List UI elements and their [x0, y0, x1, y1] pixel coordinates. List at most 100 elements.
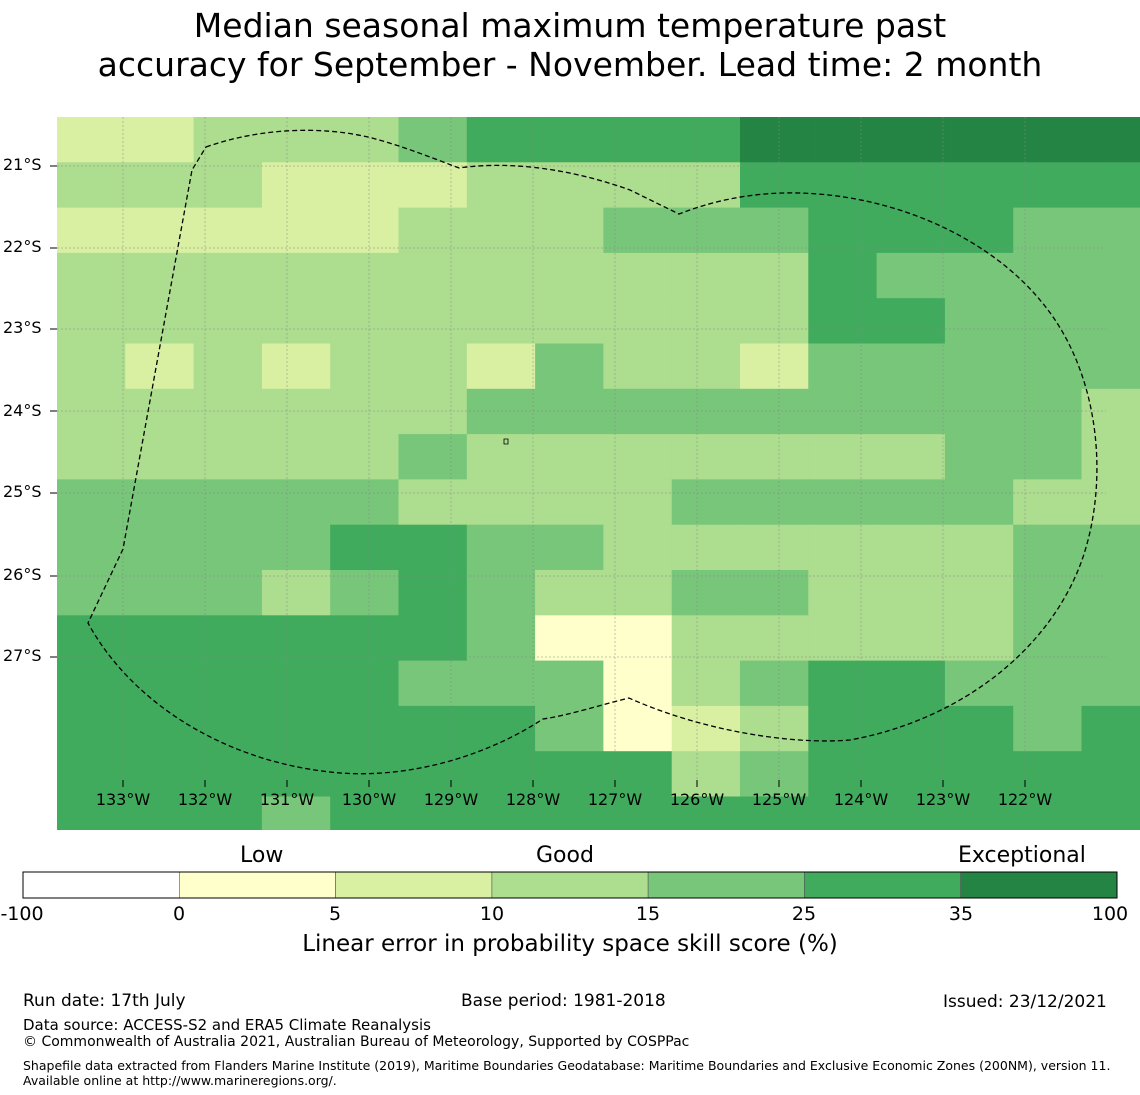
- lon-label: 127°W: [587, 790, 643, 809]
- skill-cell: [535, 751, 604, 798]
- lon-label: 123°W: [915, 790, 971, 809]
- map-title: Median seasonal maximum temperature past…: [0, 6, 1140, 84]
- colorbar-tick: 15: [635, 903, 661, 925]
- skill-cell: [740, 162, 809, 209]
- skill-cell: [261, 751, 331, 798]
- skill-cell: [671, 117, 741, 163]
- skill-cell: [398, 252, 468, 299]
- skill-cell: [1013, 162, 1083, 209]
- lat-label: 21°S: [3, 155, 42, 174]
- skill-cell: [671, 343, 741, 390]
- skill-cell: [1081, 162, 1140, 209]
- skill-cell: [740, 117, 809, 163]
- skill-cell: [876, 705, 946, 752]
- skill-cell: [57, 796, 126, 830]
- skill-cell: [535, 207, 604, 254]
- skill-cell: [330, 570, 400, 616]
- skill-cell: [466, 524, 536, 571]
- skill-cell: [466, 343, 536, 390]
- lon-label: 125°W: [751, 790, 807, 809]
- data-source: Data source: ACCESS-S2 and ERA5 Climate …: [23, 1016, 431, 1034]
- skill-cell: [125, 479, 195, 526]
- skill-cell: [261, 162, 331, 209]
- lat-label: 26°S: [3, 565, 42, 584]
- skill-cell: [193, 388, 263, 435]
- skill-cell: [193, 162, 263, 209]
- skill-cell: [261, 479, 331, 526]
- skill-cell: [261, 570, 331, 616]
- skill-cell: [740, 479, 809, 526]
- skill-cell: [1081, 705, 1140, 752]
- skill-cell: [1081, 751, 1140, 798]
- colorbar-frame: [22, 871, 1118, 899]
- skill-cell: [125, 162, 195, 209]
- skill-cell: [876, 207, 946, 254]
- skill-cell: [261, 388, 331, 435]
- skill-cell: [1013, 298, 1083, 345]
- colorbar: [22, 871, 1118, 899]
- lon-label: 124°W: [833, 790, 889, 809]
- skill-cell: [125, 524, 195, 571]
- skill-cell: [603, 252, 673, 299]
- skill-cell: [1013, 343, 1083, 390]
- skill-cell: [740, 751, 809, 798]
- skill-cell: [398, 570, 468, 616]
- lat-label: 25°S: [3, 482, 42, 501]
- skill-cell: [671, 162, 741, 209]
- skill-cell: [193, 298, 263, 345]
- skill-cell: [1013, 705, 1083, 752]
- skill-cell: [944, 207, 1014, 254]
- colorbar-tick: 5: [328, 903, 342, 925]
- skill-cell: [740, 388, 809, 435]
- lon-label: 131°W: [259, 790, 315, 809]
- skill-cell: [671, 434, 741, 480]
- colorbar-segment: [335, 871, 493, 899]
- skill-cell: [603, 570, 673, 616]
- skill-cell: [1081, 479, 1140, 526]
- issued-date: Issued: 23/12/2021: [943, 992, 1107, 1012]
- skill-cell: [671, 298, 741, 345]
- skill-cell: [876, 751, 946, 798]
- skill-cell: [1081, 524, 1140, 571]
- skill-cell: [944, 388, 1014, 435]
- colorbar-tick: 10: [479, 903, 505, 925]
- skill-cell: [57, 615, 126, 662]
- skill-cell: [944, 705, 1014, 752]
- skill-cell: [1081, 117, 1140, 163]
- skill-cell: [944, 796, 1014, 830]
- island-marker: [503, 438, 509, 445]
- skill-cell: [125, 615, 195, 662]
- skill-cell: [398, 434, 468, 480]
- skill-cell: [944, 524, 1014, 571]
- category-exceptional: Exceptional: [958, 843, 1086, 868]
- skill-cell: [57, 524, 126, 571]
- skill-cell: [1013, 117, 1083, 163]
- skill-cell: [193, 615, 263, 662]
- skill-cell: [808, 705, 878, 752]
- skill-cell: [57, 162, 126, 209]
- skill-cell: [944, 117, 1014, 163]
- skill-cell: [1013, 434, 1083, 480]
- skill-cell: [671, 524, 741, 571]
- skill-cell: [1081, 207, 1140, 254]
- skill-cell: [603, 343, 673, 390]
- lon-label: 128°W: [505, 790, 561, 809]
- skill-cell: [125, 705, 195, 752]
- skill-cell: [193, 660, 263, 707]
- skill-cell: [57, 751, 126, 798]
- colorbar-tick: 35: [948, 903, 974, 925]
- skill-cell: [603, 117, 673, 163]
- skill-cell: [193, 343, 263, 390]
- lat-label: 24°S: [3, 401, 42, 420]
- skill-cell: [740, 207, 809, 254]
- colorbar-tick: 100: [1091, 903, 1129, 925]
- skill-cell: [535, 343, 604, 390]
- skill-cell: [603, 615, 673, 662]
- skill-cell: [535, 660, 604, 707]
- skill-cell: [876, 343, 946, 390]
- skill-cell: [193, 117, 263, 163]
- colorbar-segment: [22, 871, 180, 899]
- skill-cell: [808, 388, 878, 435]
- skill-cell: [671, 252, 741, 299]
- lat-label: 27°S: [3, 646, 42, 665]
